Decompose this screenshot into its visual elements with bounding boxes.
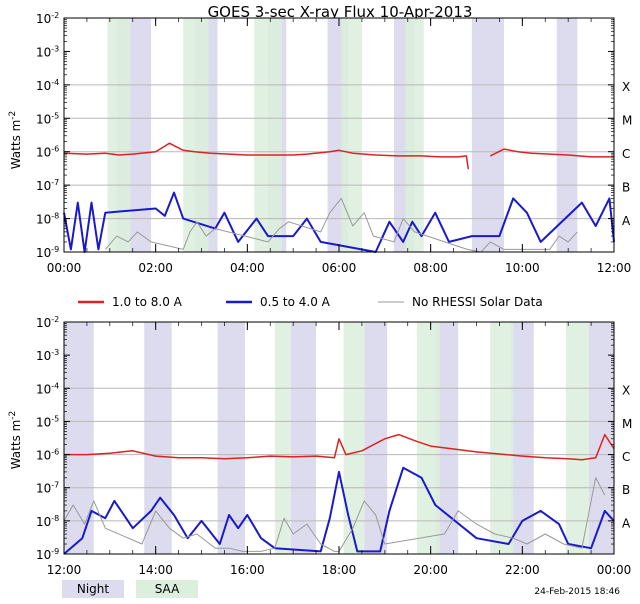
x-tick-label: 10:00 xyxy=(505,261,540,275)
series-line xyxy=(63,466,615,555)
night-band xyxy=(290,322,317,554)
y-tick-label: 10-2 xyxy=(36,315,59,330)
flare-class-label: M xyxy=(622,114,632,128)
night-band xyxy=(364,322,388,554)
series-line xyxy=(63,191,615,253)
x-tick-label: 12:00 xyxy=(597,261,632,275)
x-tick-label: 04:00 xyxy=(230,261,265,275)
saa-band xyxy=(490,322,514,554)
legend-label: 0.5 to 4.0 A xyxy=(260,295,331,309)
series-line xyxy=(63,142,470,170)
bottom-y-axis-label: Watts m-2 xyxy=(8,411,23,470)
x-tick-label: 16:00 xyxy=(230,563,265,577)
y-tick-label: 10-2 xyxy=(36,11,59,26)
saa-band xyxy=(565,322,589,554)
x-tick-label: 18:00 xyxy=(322,563,357,577)
y-tick-label: 10-5 xyxy=(36,111,59,126)
legend: 1.0 to 8.0 A 0.5 to 4.0 A No RHESSI Solar … xyxy=(78,295,543,309)
y-tick-label: 10-6 xyxy=(36,145,59,160)
y-tick-label: 10-8 xyxy=(36,212,59,227)
x-tick-label: 08:00 xyxy=(413,261,448,275)
bottom-panel: 10-2 10-3 10-4 10-5 10-6 10-7 10-8 10-9 12:00 14… xyxy=(8,315,632,577)
saa-band xyxy=(183,18,209,252)
flare-class-label: C xyxy=(622,450,630,464)
saa-band xyxy=(343,322,365,554)
legend-label: 1.0 to 8.0 A xyxy=(112,295,183,309)
y-tick-label: 10-5 xyxy=(36,414,59,429)
night-band xyxy=(144,322,172,554)
flare-class-label: M xyxy=(622,417,632,431)
series-line xyxy=(489,148,614,158)
flare-class-label: A xyxy=(622,516,631,530)
shade-legend-label: Night xyxy=(77,582,110,596)
saa-band xyxy=(341,18,362,252)
y-tick-label: 10-4 xyxy=(36,78,59,93)
y-tick-label: 10-8 xyxy=(36,514,59,529)
y-tick-label: 10-6 xyxy=(36,448,59,463)
top-shading xyxy=(107,18,578,252)
bottom-series xyxy=(63,433,615,555)
x-tick-label: 02:00 xyxy=(138,261,173,275)
top-series xyxy=(63,142,615,253)
x-tick-label: 14:00 xyxy=(138,563,173,577)
shade-legend-swatch xyxy=(136,580,198,598)
saa-band xyxy=(405,18,424,252)
y-tick-label: 10-7 xyxy=(36,178,59,193)
bottom-shading xyxy=(64,322,614,554)
y-tick-label: 10-9 xyxy=(36,245,59,260)
shade-legend-swatch xyxy=(62,580,124,598)
flare-class-label: A xyxy=(622,214,631,228)
night-band xyxy=(510,322,534,554)
saa-band xyxy=(107,18,131,252)
top-grid xyxy=(64,84,614,220)
night-band xyxy=(471,18,504,252)
night-band xyxy=(556,18,578,252)
top-y-ticks: 10-2 10-3 10-4 10-5 10-6 10-7 10-8 10-9 xyxy=(36,11,614,260)
shade-legend: Night SAA xyxy=(62,580,198,598)
legend-label: No RHESSI Solar Data xyxy=(412,295,543,309)
top-panel: 10-2 10-3 10-4 10-5 10-6 10-7 10-8 10-9 00:00 02… xyxy=(8,11,632,275)
timestamp: 24-Feb-2015 18:46 xyxy=(534,587,620,597)
night-band xyxy=(217,322,246,554)
flare-class-label: C xyxy=(622,147,630,161)
x-tick-label: 00:00 xyxy=(47,261,82,275)
top-flare-classes: X M C B A xyxy=(622,80,632,228)
bottom-y-ticks: 10-2 10-3 10-4 10-5 10-6 10-7 10-8 10-9 xyxy=(36,315,614,562)
y-tick-label: 10-7 xyxy=(36,481,59,496)
series-line xyxy=(63,477,606,552)
flare-class-label: B xyxy=(622,180,630,194)
x-tick-label: 12:00 xyxy=(47,563,82,577)
night-band xyxy=(435,322,459,554)
x-tick-label: 20:00 xyxy=(413,563,448,577)
saa-band xyxy=(274,322,291,554)
bottom-x-ticks: 12:00 14:00 16:00 18:00 20:00 22:00 00:00 xyxy=(47,322,632,577)
top-x-ticks: 00:00 02:00 04:00 06:00 08:00 10:00 12:00 xyxy=(47,18,632,275)
flare-class-label: B xyxy=(622,483,630,497)
top-y-axis-label: Watts m-2 xyxy=(8,111,23,170)
series-line xyxy=(64,433,615,461)
flare-class-label: X xyxy=(622,80,630,94)
series-line xyxy=(104,197,578,253)
flare-class-label: X xyxy=(622,384,630,398)
saa-band xyxy=(416,322,440,554)
x-tick-label: 22:00 xyxy=(505,563,540,577)
y-tick-label: 10-4 xyxy=(36,381,59,396)
y-tick-label: 10-3 xyxy=(36,348,59,363)
shade-legend-label: SAA xyxy=(155,582,180,596)
chart-title: GOES 3-sec X-ray Flux 10-Apr-2013 xyxy=(208,3,473,21)
y-tick-label: 10-3 xyxy=(36,44,59,59)
bottom-flare-classes: X M C B A xyxy=(622,384,632,531)
x-tick-label: 00:00 xyxy=(597,563,632,577)
x-tick-label: 06:00 xyxy=(322,261,357,275)
y-tick-label: 10-9 xyxy=(36,547,59,562)
saa-band xyxy=(254,18,282,252)
